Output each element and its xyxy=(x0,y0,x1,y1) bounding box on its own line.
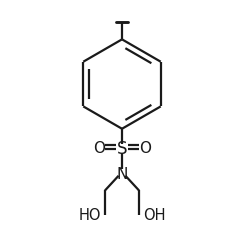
Text: O: O xyxy=(93,140,105,155)
Text: S: S xyxy=(117,140,127,158)
Text: N: N xyxy=(116,166,128,181)
Text: OH: OH xyxy=(143,207,166,222)
Text: HO: HO xyxy=(78,207,101,222)
Text: O: O xyxy=(139,140,151,155)
